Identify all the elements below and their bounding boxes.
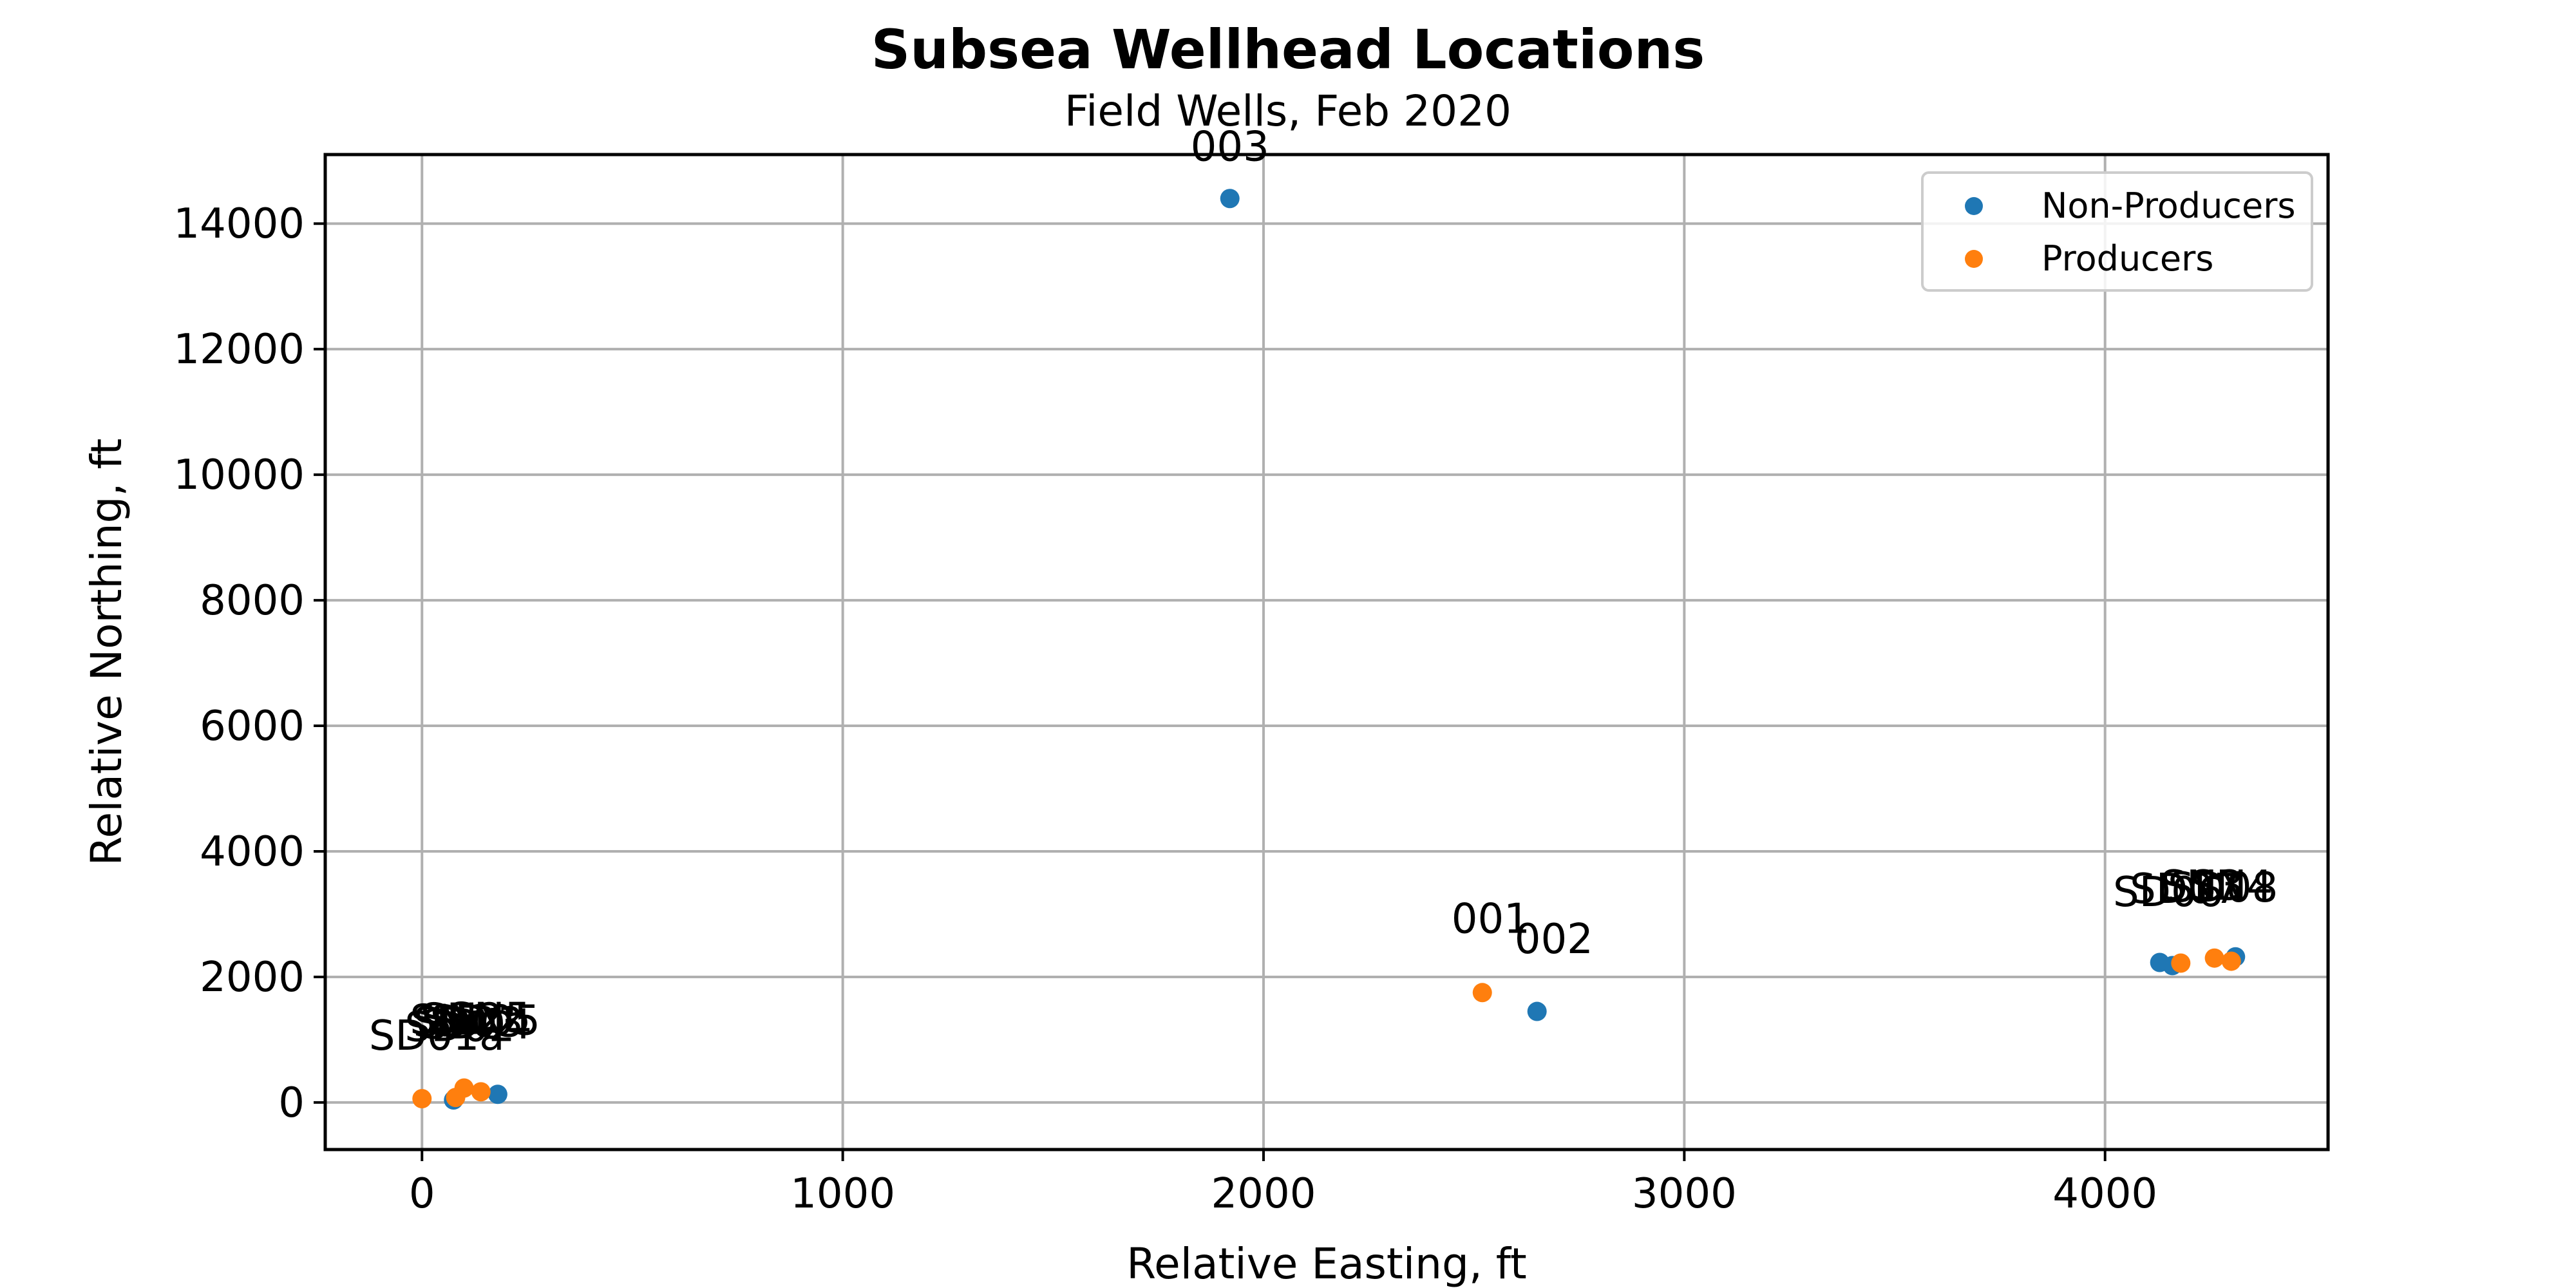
point-label: SD06: [2113, 869, 2223, 916]
point-label: SD08: [2168, 864, 2278, 912]
y-tick-label: 2000: [200, 954, 305, 1001]
x-tick-label: 3000: [1632, 1170, 1737, 1218]
legend-marker-non-producers: [1965, 197, 1983, 215]
data-point-non-producers: [1527, 1001, 1547, 1021]
y-axis-label: Relative Northing, ft: [82, 439, 131, 866]
data-point-non-producers: [1220, 189, 1240, 209]
x-axis-label: Relative Easting, ft: [1126, 1239, 1527, 1288]
point-label: SD05: [430, 998, 540, 1045]
y-tick-label: 0: [278, 1079, 305, 1127]
point-label: 003: [1191, 124, 1269, 171]
legend-marker-producers: [1965, 250, 1983, 268]
point-label: SN5: [448, 995, 531, 1043]
point-label: SN4: [2190, 862, 2273, 910]
x-tick-label: 4000: [2052, 1170, 2157, 1218]
point-label: SN3: [2160, 862, 2243, 910]
data-point-producers: [471, 1082, 491, 1102]
point-label: 001: [1452, 896, 1530, 943]
point-label: SD07: [2130, 866, 2240, 913]
plot-frame: [323, 153, 2330, 1151]
point-label: SD04: [422, 1001, 532, 1048]
point-label: SD02: [404, 1003, 515, 1051]
data-point-producers: [2221, 951, 2241, 971]
chart-subtitle: Field Wells, Feb 2020: [1064, 86, 1512, 136]
legend-box: [1921, 171, 2313, 292]
data-point-producers: [446, 1088, 466, 1108]
legend-label-non-producers: Non-Producers: [2041, 185, 2296, 226]
chart-title: Subsea Wellhead Locations: [871, 18, 1705, 81]
data-point-producers: [2171, 953, 2191, 973]
y-tick-label: 14000: [173, 200, 305, 248]
point-label: SD01a: [369, 1012, 505, 1060]
x-tick-label: 0: [409, 1170, 435, 1218]
y-tick-label: 12000: [173, 326, 305, 374]
data-point-non-producers: [488, 1084, 507, 1104]
point-label: SD03: [413, 999, 523, 1047]
y-tick-label: 4000: [200, 828, 305, 876]
y-tick-label: 8000: [200, 577, 305, 625]
point-label: 002: [1515, 916, 1593, 963]
point-label: SN1: [410, 997, 493, 1045]
x-tick-label: 1000: [790, 1170, 895, 1218]
point-label: SN2: [421, 996, 504, 1043]
legend: Non-Producers Producers: [1921, 171, 2313, 292]
plot-area: [325, 155, 2328, 1150]
legend-label-producers: Producers: [2041, 238, 2213, 279]
y-tick-label: 6000: [200, 703, 305, 750]
y-tick-label: 10000: [173, 451, 305, 499]
x-tick-label: 2000: [1211, 1170, 1316, 1218]
data-point-producers: [412, 1089, 432, 1109]
data-point-producers: [1472, 983, 1492, 1003]
data-point-producers: [2204, 948, 2224, 968]
